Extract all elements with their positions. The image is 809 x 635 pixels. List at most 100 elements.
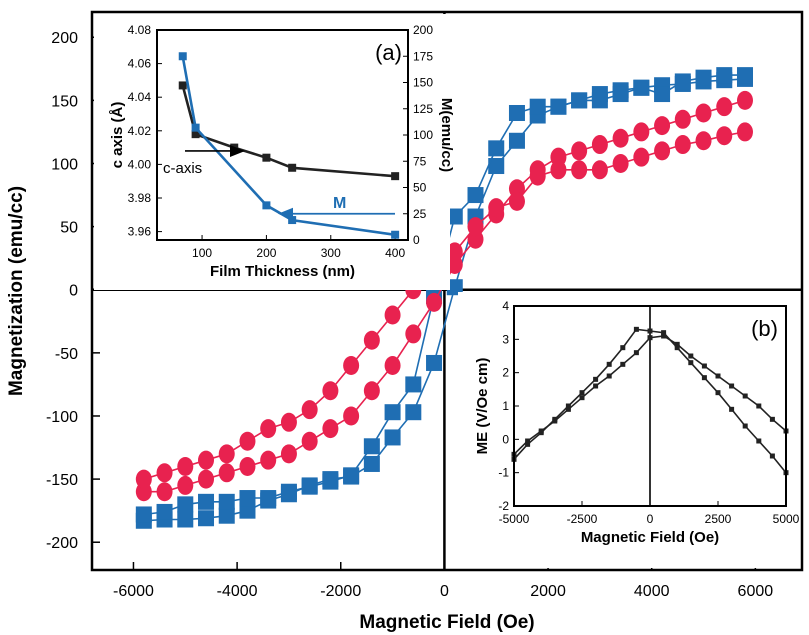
main-data-point	[591, 160, 608, 180]
inset-b-y-tick-label: 1	[502, 399, 509, 413]
inset-b-data-point	[647, 328, 653, 334]
main-data-point	[301, 431, 318, 451]
inset-b-data-point	[674, 345, 680, 351]
main-y-tick-label: 150	[51, 93, 78, 110]
inset-a-data-point	[288, 163, 297, 172]
main-data-point	[198, 493, 215, 510]
main-data-point	[363, 438, 380, 455]
inset-a-series-1	[178, 52, 400, 239]
main-x-axis-label: Magnetic Field (Oe)	[359, 612, 534, 633]
inset-a-data-point	[288, 216, 297, 225]
inset-a-left-tick-label: 3.96	[128, 225, 152, 239]
inset-a-x-axis-label: Film Thickness (nm)	[210, 263, 355, 280]
main-data-point	[529, 98, 546, 115]
main-data-point	[426, 292, 443, 312]
inset-b-data-point	[756, 438, 762, 444]
main-x-tick-label: 6000	[738, 583, 774, 600]
inset-a-data-point	[262, 153, 271, 162]
main-data-point	[218, 507, 235, 524]
main-data-point	[280, 483, 297, 500]
main-data-point	[716, 67, 733, 84]
inset-b-y-tick-label: -1	[498, 466, 509, 480]
main-data-point	[156, 482, 173, 502]
main-data-point	[343, 355, 360, 375]
inset-a-right-tick-label: 0	[413, 233, 420, 247]
inset-b-x-tick-label: -5000	[499, 512, 530, 526]
main-data-point	[135, 506, 152, 523]
inset-b: -5000 -2500 0 2500 5000 -2 -1 0 1 2 3 4 (b) Magneti…	[458, 292, 800, 568]
main-x-tick-label: -6000	[113, 583, 154, 600]
inset-b-data-point	[552, 418, 558, 424]
inset-a-data-point	[262, 201, 271, 210]
main-data-point	[405, 404, 422, 421]
inset-b-x-tick-label: -2500	[567, 512, 598, 526]
inset-a-right-tick-label: 50	[413, 181, 427, 195]
inset-b-data-point	[525, 441, 531, 447]
inset-b-data-point	[661, 333, 667, 339]
main-data-point	[467, 217, 484, 237]
main-data-point	[343, 406, 360, 426]
main-data-point	[591, 92, 608, 109]
inset-b-data-point	[729, 383, 735, 389]
main-data-point	[322, 419, 339, 439]
inset-a-data-point	[391, 230, 400, 239]
main-data-point	[488, 198, 505, 218]
main-data-point	[633, 122, 650, 142]
main-data-point	[446, 279, 463, 296]
main-data-point	[571, 141, 588, 161]
main-data-point	[363, 330, 380, 350]
inset-b-data-point	[742, 393, 748, 399]
main-data-point	[426, 354, 443, 371]
main-data-point	[716, 97, 733, 117]
main-data-point	[654, 141, 671, 161]
inset-b-y-tick-label: 0	[502, 432, 509, 446]
main-data-point	[591, 135, 608, 155]
main-data-point	[571, 92, 588, 109]
inset-a-left-tick-label: 4.08	[128, 23, 152, 37]
inset-b-data-point	[742, 423, 748, 429]
main-data-point	[529, 166, 546, 186]
inset-b-data-point	[701, 375, 707, 381]
inset-b-data-point	[593, 376, 599, 382]
main-data-point	[260, 419, 277, 439]
inset-b-data-point	[633, 326, 639, 332]
main-x-tick-label: -2000	[320, 583, 361, 600]
main-data-point	[218, 444, 235, 464]
inset-b-x-tick-label: 0	[647, 512, 654, 526]
inset-b-data-point	[606, 361, 612, 367]
inset-b-content: -5000 -2500 0 2500 5000 -2 -1 0 1 2 3 4	[498, 299, 799, 526]
main-data-point	[571, 160, 588, 180]
inset-b-data-point	[688, 360, 694, 366]
inset-a-right-y-axis-label: M(emu/cc)	[438, 98, 455, 172]
inset-b-x-tick-label: 5000	[773, 512, 800, 526]
main-data-point	[384, 404, 401, 421]
main-x-tick-label: 2000	[530, 583, 566, 600]
main-data-point	[198, 510, 215, 527]
inset-a-right-tick-label: 125	[413, 102, 433, 116]
main-data-point	[343, 467, 360, 484]
main-y-tick-label: -100	[46, 409, 78, 426]
inset-b-data-point	[688, 353, 694, 359]
inset-a-left-tick-label: 4.02	[128, 124, 152, 138]
inset-a-data-point	[178, 52, 187, 61]
main-plot-frame	[90, 10, 804, 572]
inset-a-annotation-m: M	[333, 195, 346, 212]
inset-b-frame	[513, 305, 787, 507]
inset-a-right-tick-label: 25	[413, 207, 427, 221]
main-data-point	[177, 456, 194, 476]
inset-b-data-point	[538, 428, 544, 434]
inset-a-annotation-c-axis: c-axis	[163, 160, 202, 177]
main-data-point	[322, 381, 339, 401]
inset-b-data-point	[633, 350, 639, 356]
main-data-point	[467, 187, 484, 204]
main-data-point	[550, 98, 567, 115]
inset-b-data-point	[620, 345, 626, 351]
main-x-tick-label: -4000	[217, 583, 258, 600]
main-data-point	[322, 473, 339, 490]
inset-a-panel-label: (a)	[375, 40, 402, 65]
main-data-point	[508, 132, 525, 149]
inset-a-right-tick-label: 200	[413, 23, 433, 37]
inset-b-data-point	[769, 453, 775, 459]
inset-b-series-1	[511, 333, 789, 457]
main-y-tick-label: -200	[46, 535, 78, 552]
